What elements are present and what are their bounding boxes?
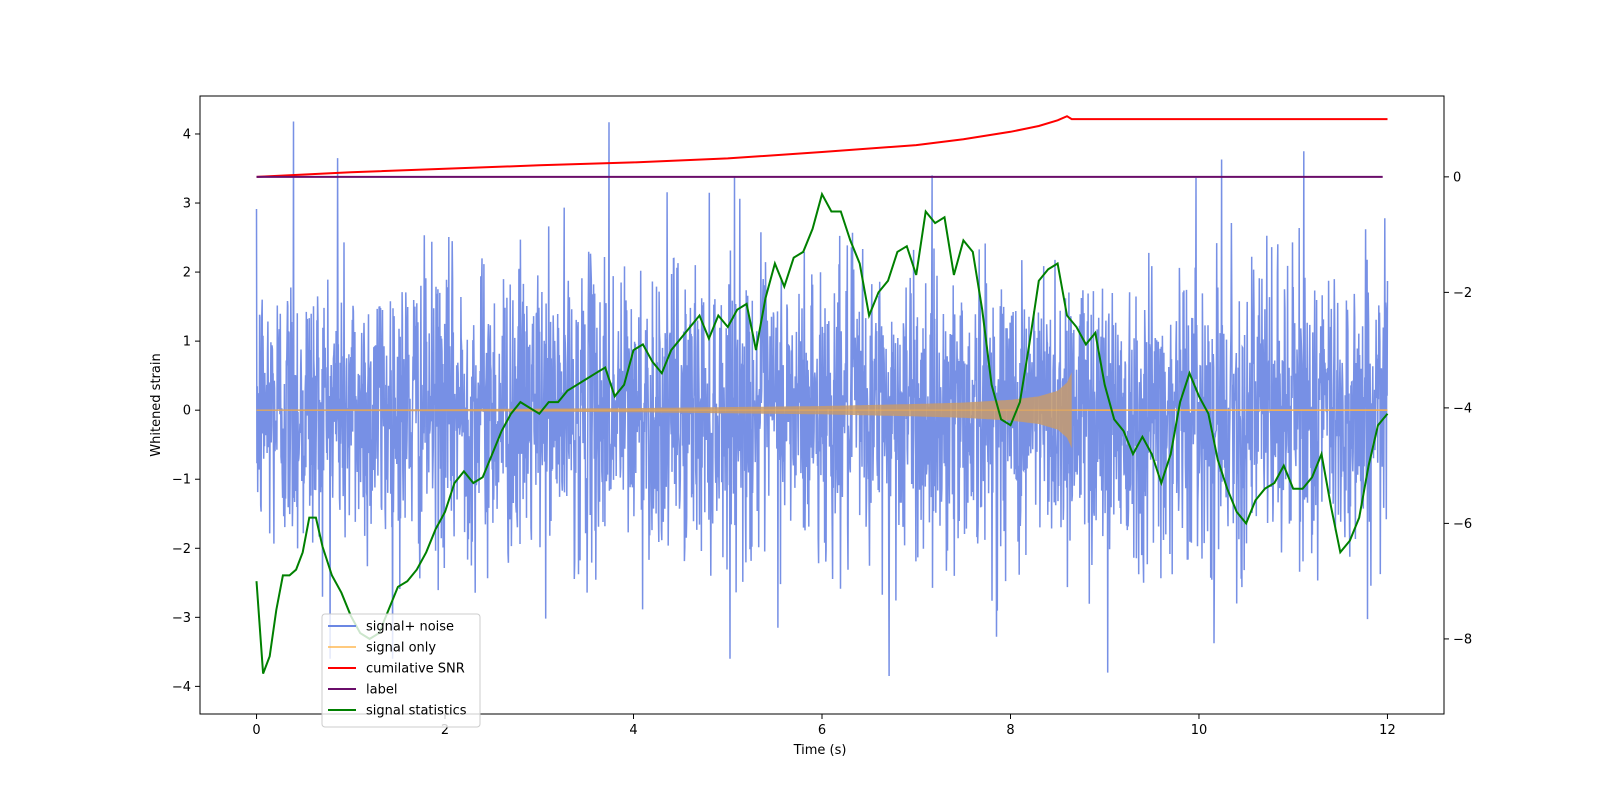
x-tick-label: 0: [252, 723, 260, 738]
y-right-tick-label: −8: [1453, 632, 1472, 647]
y-right-tick-label: −4: [1453, 401, 1472, 416]
x-tick-label: 8: [1006, 723, 1014, 738]
x-axis-label: Time (s): [793, 743, 847, 758]
y-right-tick-label: −6: [1453, 517, 1472, 532]
x-tick-label: 12: [1379, 723, 1396, 738]
x-tick-label: 6: [818, 723, 826, 738]
legend-label: signal+ noise: [366, 620, 454, 635]
y-left-tick-label: 4: [183, 127, 191, 142]
series-signal-noise: [255, 121, 1389, 677]
legend-label: cumilative SNR: [366, 662, 465, 677]
series-signal-statistics: [255, 191, 1389, 674]
y-right-tick-label: −2: [1453, 286, 1472, 301]
x-tick-label: 10: [1191, 723, 1208, 738]
y-left-tick-label: −2: [172, 542, 191, 557]
legend-label: signal only: [366, 641, 436, 656]
legend-label: signal statistics: [366, 704, 467, 719]
y-left-tick-label: 2: [183, 266, 191, 281]
y-left-tick-label: −4: [172, 680, 191, 695]
y-left-tick-label: 1: [183, 335, 191, 350]
y-right-tick-label: 0: [1453, 170, 1461, 185]
y-left-tick-label: −1: [172, 473, 191, 488]
y-left-tick-label: 3: [183, 197, 191, 212]
x-tick-label: 4: [629, 723, 637, 738]
legend-box: [321, 613, 481, 728]
y-axis-left-label: Whitened strain: [149, 353, 164, 456]
legend: signal+ noise signal only cumilative SNR la…: [321, 613, 481, 728]
y-axis-left-ticks: −4 −3 −2 −1 0 1 2 3 4: [172, 127, 200, 695]
y-axis-right-ticks: −8 −6 −4 −2 0: [1444, 170, 1472, 647]
y-left-tick-label: 0: [183, 404, 191, 419]
x-tick-label: 2: [441, 723, 449, 738]
y-left-tick-label: −3: [172, 611, 191, 626]
series-cumulative-snr: [256, 115, 1388, 178]
legend-label: label: [366, 683, 397, 698]
plot-area: [255, 115, 1389, 677]
